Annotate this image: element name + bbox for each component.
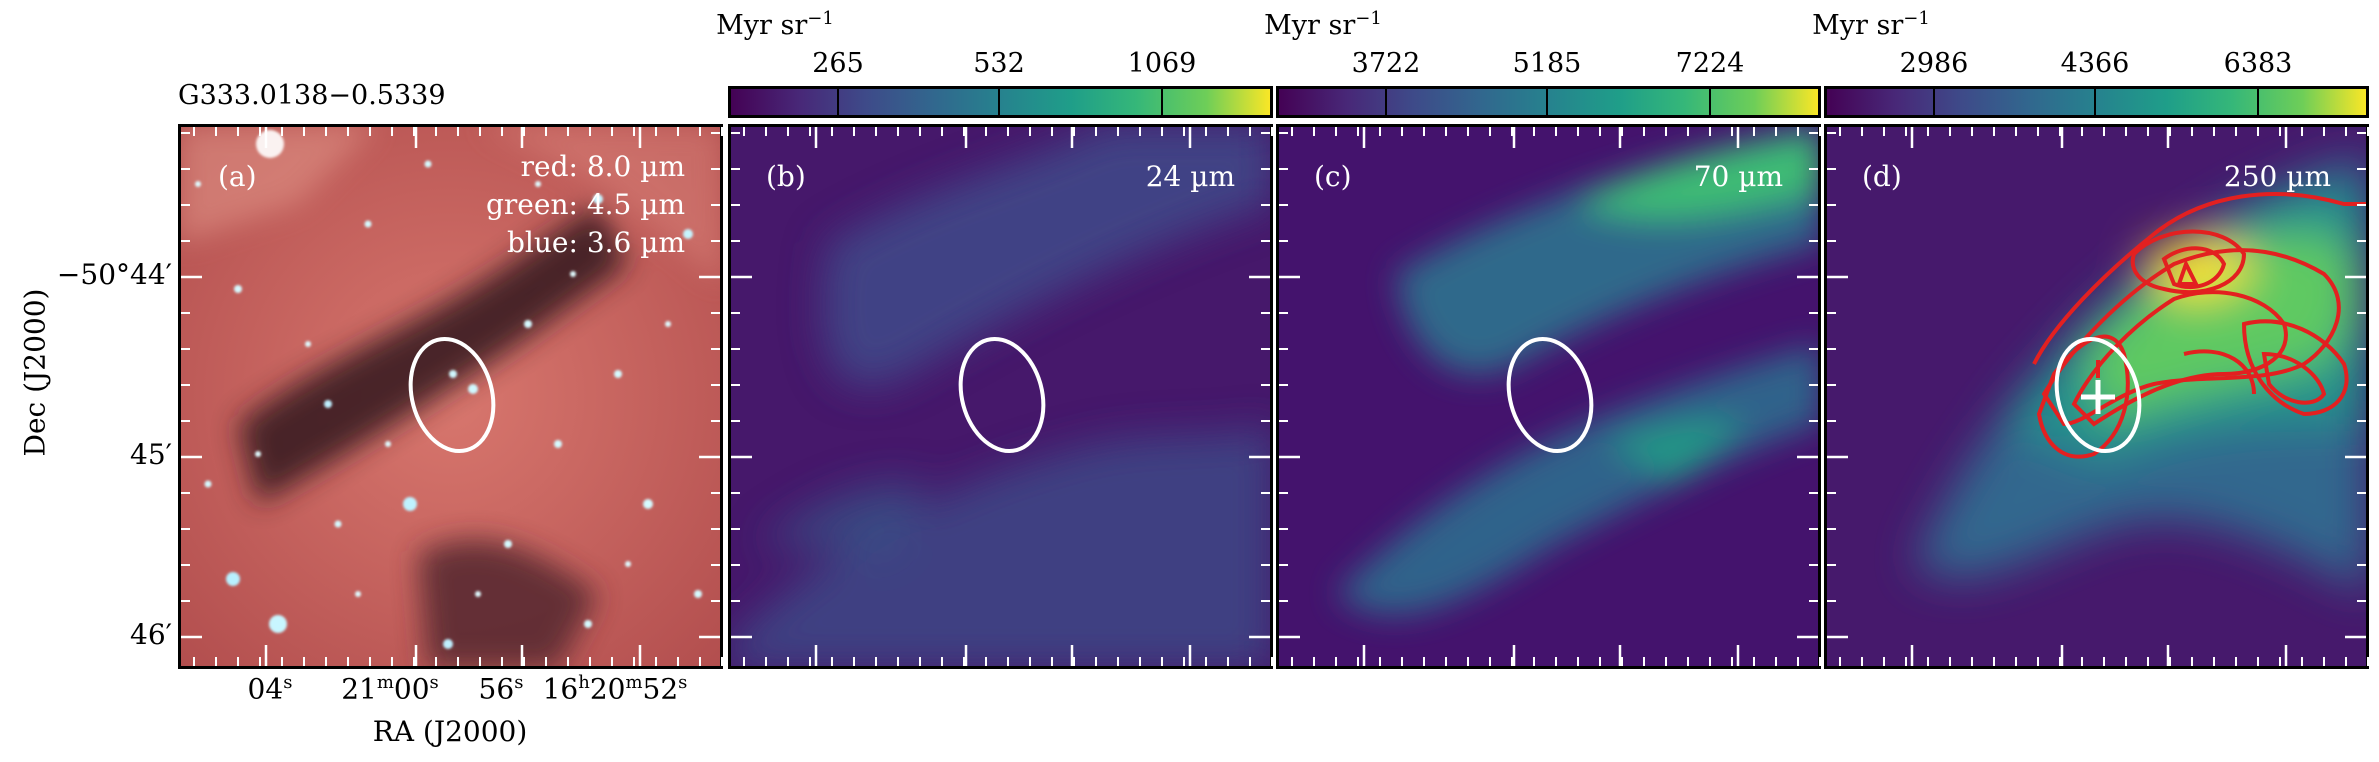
legend-blue: blue: 3.6 µm — [507, 226, 685, 259]
ra-tick-label: 04s — [247, 672, 293, 706]
ra-tick-label: 56s — [478, 672, 524, 706]
aperture-ellipse — [408, 336, 496, 454]
dec-tick-label: 45′ — [130, 438, 172, 471]
source-cross-marker — [2081, 380, 2115, 414]
colorbar-d-tick: 4366 — [2060, 48, 2130, 79]
source-name: G333.0138−0.5339 — [178, 80, 446, 111]
aperture-ellipse — [2054, 336, 2142, 454]
panel-b-label: (b) — [766, 160, 806, 193]
panel-c-wavelength: 70 µm — [1693, 160, 1783, 193]
legend-green: green: 4.5 µm — [486, 188, 685, 221]
colorbar-b-tick: 532 — [973, 48, 1025, 79]
colorbar-b-title: Myr sr−1 — [716, 8, 834, 41]
colorbar-c-tick: 7224 — [1675, 48, 1745, 79]
colorbar-c — [1276, 86, 1821, 118]
ra-tick-label: 16h20m52s — [542, 672, 688, 706]
colorbar-d-tick: 6383 — [2223, 48, 2293, 79]
colorbar-b — [728, 86, 1273, 118]
colorbar-b-tick: 265 — [812, 48, 864, 79]
ra-tick-label: 21m00s — [341, 672, 439, 706]
contours — [2032, 192, 2369, 459]
aperture-ellipse — [958, 336, 1046, 454]
colorbar-b-tick: 1069 — [1127, 48, 1197, 79]
panel-b-image — [728, 124, 1273, 669]
dec-tick-label: −50°44′ — [56, 258, 172, 291]
y-axis-label: Dec (J2000) — [18, 288, 52, 457]
panel-d-label: (d) — [1862, 160, 1902, 193]
star-field — [195, 130, 702, 649]
legend-red: red: 8.0 µm — [520, 150, 685, 183]
panel-a-label: (a) — [218, 160, 257, 193]
colorbar-c-tick: 5185 — [1512, 48, 1582, 79]
colorbar-d — [1824, 86, 2369, 118]
colorbar-d-tick: 2986 — [1899, 48, 1969, 79]
colorbar-c-title: Myr sr−1 — [1264, 8, 1382, 41]
panel-d-wavelength: 250 µm — [2223, 160, 2331, 193]
panel-d-image — [1824, 124, 2369, 669]
aperture-ellipse — [1506, 336, 1594, 454]
dec-tick-label: 46′ — [130, 618, 172, 651]
panel-a-image — [178, 124, 723, 669]
panel-c-label: (c) — [1314, 160, 1352, 193]
x-axis-label: RA (J2000) — [372, 715, 528, 748]
colorbar-d-title: Myr sr−1 — [1812, 8, 1930, 41]
colorbar-c-tick: 3722 — [1351, 48, 1421, 79]
panel-c-image — [1276, 124, 1821, 669]
panel-b-wavelength: 24 µm — [1145, 160, 1235, 193]
